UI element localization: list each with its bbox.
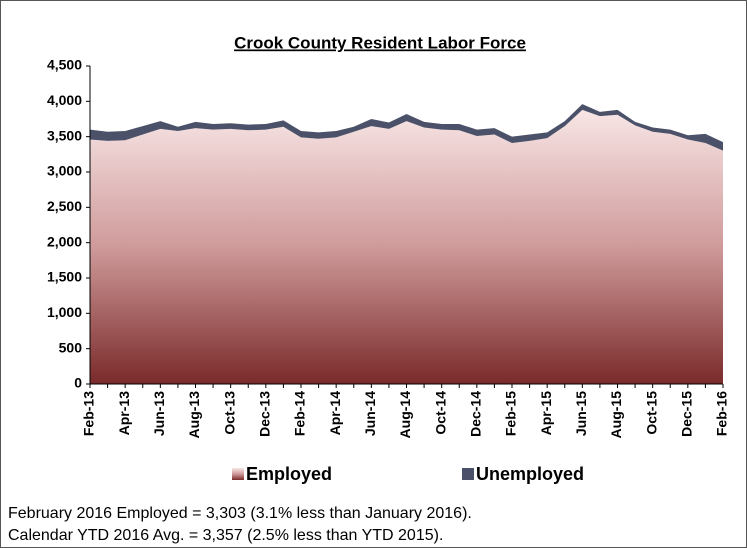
- y-tick-label: 2,500: [47, 198, 82, 214]
- x-tick-label: Apr-14: [327, 391, 343, 436]
- legend-item: Employed: [232, 464, 332, 484]
- unemployed-area: [90, 104, 723, 151]
- employed-area: [90, 109, 723, 385]
- legend-swatch: [462, 468, 474, 480]
- x-tick-label: Dec-14: [468, 391, 484, 437]
- legend-label: Unemployed: [476, 464, 584, 484]
- annotation: February 2016 Employed = 3,303 (3.1% les…: [8, 505, 472, 522]
- legend-swatch: [232, 468, 244, 480]
- y-tick-label: 4,500: [47, 57, 82, 73]
- x-tick-label: Dec-13: [257, 391, 273, 437]
- y-tick-label: 1,000: [47, 304, 82, 320]
- legend-label: Employed: [246, 464, 332, 484]
- y-tick-label: 1,500: [47, 269, 82, 285]
- y-tick-label: 3,500: [47, 127, 82, 143]
- x-tick-label: Feb-15: [503, 391, 519, 436]
- x-tick-label: Aug-14: [397, 391, 413, 439]
- x-tick-label: Apr-15: [538, 391, 554, 436]
- legend-item: Unemployed: [462, 464, 584, 484]
- y-tick-label: 500: [59, 339, 83, 355]
- x-tick-label: Oct-13: [221, 391, 237, 435]
- x-tick-label: Jun-15: [573, 391, 589, 436]
- chart-title: Crook County Resident Labor Force: [234, 33, 526, 52]
- x-tick-label: Feb-16: [714, 391, 730, 436]
- y-tick-label: 2,000: [47, 233, 82, 249]
- y-tick-label: 4,000: [47, 92, 82, 108]
- annotation: Calendar YTD 2016 Avg. = 3,357 (2.5% les…: [8, 527, 443, 544]
- x-tick-label: Apr-13: [116, 391, 132, 436]
- x-tick-label: Feb-14: [292, 391, 308, 436]
- x-tick-label: Aug-13: [186, 391, 202, 439]
- x-tick-label: Jun-14: [362, 391, 378, 436]
- x-tick-label: Oct-15: [643, 391, 659, 435]
- x-tick-label: Feb-13: [81, 391, 97, 436]
- x-tick-label: Dec-15: [679, 391, 695, 437]
- y-tick-label: 3,000: [47, 163, 82, 179]
- x-tick-label: Jun-13: [151, 391, 167, 436]
- x-tick-label: Oct-14: [432, 391, 448, 435]
- x-tick-label: Aug-15: [608, 391, 624, 439]
- y-tick-label: 0: [74, 375, 82, 391]
